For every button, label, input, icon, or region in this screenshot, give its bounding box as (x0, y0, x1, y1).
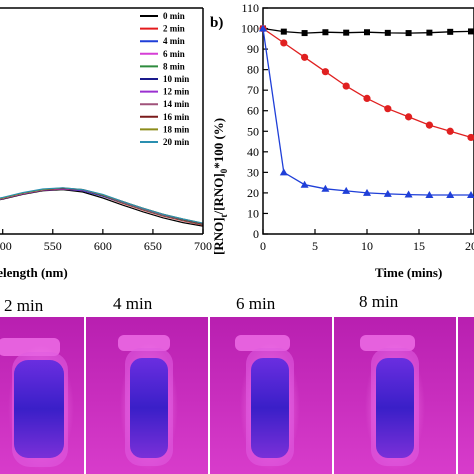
kinetics-point-triangle (321, 184, 330, 192)
panel-b-x-ticks: 0 5 10 15 20 (260, 229, 474, 253)
panel-b-y-tick-label: 10 (247, 206, 259, 220)
spectra-lines (0, 187, 204, 227)
legend-entry: 0 min (163, 11, 185, 21)
panel-b-y-tick-label: 50 (247, 124, 259, 138)
kinetics-point-circle (425, 121, 433, 129)
panel-b-y-tick-label: 100 (241, 22, 259, 36)
panel-a-x-tick-label: 700 (194, 239, 212, 253)
photo-6min (210, 317, 332, 474)
photo-4min (86, 317, 208, 474)
panel-b-y-tick-label: 20 (247, 186, 259, 200)
kinetics-point-square (364, 29, 370, 36)
kinetics-point-circle (301, 53, 309, 61)
panel-b-x-tick-label: 0 (260, 239, 266, 253)
kinetics-point-triangle (467, 190, 474, 198)
kinetics-point-square (468, 28, 474, 35)
photo-label-2min: 2 min (4, 296, 44, 315)
panel-b-x-tick-label: 20 (465, 239, 474, 253)
kinetics-point-circle (405, 113, 413, 121)
panel-b-x-axis-title: Time (mins) (375, 265, 442, 280)
kinetics-point-square (426, 29, 433, 36)
panel-b-y-tick-label: 0 (253, 227, 259, 241)
kinetics-point-square (301, 30, 308, 37)
kinetics-line-circle (262, 27, 472, 139)
kinetics-point-circle (467, 133, 474, 142)
spectrum-line-20-min (0, 187, 204, 224)
panel-b-x-tick-label: 5 (312, 239, 318, 253)
panel-b-y-tick-label: 30 (247, 165, 259, 179)
panel-b-kinetics: b) 0 10 20 30 40 50 60 70 80 90 100 110 0 5 10 15 20 Ti… (210, 1, 474, 280)
kinetics-point-square (343, 29, 350, 36)
kinetics-point-triangle (425, 190, 434, 198)
kinetics-point-square (447, 28, 454, 35)
panel-b-y-ticks: 0 10 20 30 40 50 60 70 80 90 100 110 (241, 1, 268, 241)
kinetics-point-triangle (446, 190, 455, 198)
kinetics-point-square (405, 30, 412, 37)
panel-b-label: b) (210, 15, 223, 31)
panel-b-y-tick-label: 80 (247, 63, 259, 77)
legend-entry: 2 min (163, 24, 185, 34)
panel-b-x-tick-label: 10 (361, 239, 373, 253)
photo-next-partial (458, 317, 474, 474)
legend-entry: 6 min (163, 49, 185, 59)
panel-b-y-tick-label: 110 (241, 1, 259, 15)
legend-entry: 4 min (163, 36, 185, 46)
panel-b-frame (262, 7, 474, 235)
panel-b-y-tick-label: 40 (247, 145, 259, 159)
panel-b-y-axis-title: [RNO]t/[RNO]0*100 (%) (211, 118, 229, 255)
kinetics-series (259, 24, 474, 198)
photo-label-4min: 4 min (113, 294, 153, 313)
kinetics-point-triangle (279, 168, 288, 176)
kinetics-point-triangle (259, 24, 267, 32)
legend-entry: 20 min (163, 137, 189, 147)
kinetics-point-triangle (363, 188, 371, 196)
photo-2min (0, 317, 84, 474)
kinetics-point-circle (342, 82, 350, 90)
legend-entry: 10 min (163, 74, 189, 84)
panel-a-x-tick-label: 600 (94, 239, 112, 253)
legend-entry: 8 min (163, 61, 185, 71)
panel-a-x-tick-label: 500 (0, 239, 12, 253)
kinetics-point-square (322, 29, 329, 36)
legend-entry: 16 min (163, 112, 189, 122)
kinetics-point-triangle (404, 190, 413, 198)
kinetics-point-triangle (300, 180, 309, 188)
kinetics-line-triangle (262, 28, 471, 196)
panel-b-x-tick-label: 15 (413, 239, 425, 253)
panel-b-y-tick-label: 70 (247, 83, 259, 97)
kinetics-point-circle (446, 127, 454, 135)
panel-a-x-axis-title: Wavelength (nm) (0, 265, 68, 280)
panel-a-spectra: 500 550 600 650 700 0 min 2 min 4 min 6 min 8 mi… (0, 7, 212, 280)
kinetics-point-triangle (383, 189, 392, 197)
kinetics-point-square (280, 28, 287, 35)
panel-a-x-tick-label: 550 (44, 239, 62, 253)
panel-b-y-tick-label: 90 (247, 42, 259, 56)
kinetics-point-circle (384, 105, 392, 113)
legend-entry: 18 min (163, 124, 189, 134)
kinetics-point-circle (280, 39, 288, 47)
photo-8min (334, 317, 456, 474)
kinetics-point-circle (363, 94, 371, 102)
photo-strip: 2 min 4 min 6 min 8 min (0, 292, 474, 474)
kinetics-point-circle (321, 68, 329, 76)
panel-a-x-ticks: 500 550 600 650 700 (0, 229, 212, 253)
legend-entry: 14 min (163, 99, 189, 109)
panel-b-y-tick-label: 60 (247, 104, 259, 118)
kinetics-point-square (384, 29, 391, 36)
photo-label-8min: 8 min (359, 292, 399, 311)
legend: 0 min 2 min 4 min 6 min 8 min 10 min 12 min 14 … (140, 11, 189, 147)
photo-label-6min: 6 min (236, 294, 276, 313)
kinetics-point-triangle (342, 186, 351, 194)
legend-entry: 12 min (163, 87, 189, 97)
panel-a-x-tick-label: 650 (144, 239, 162, 253)
